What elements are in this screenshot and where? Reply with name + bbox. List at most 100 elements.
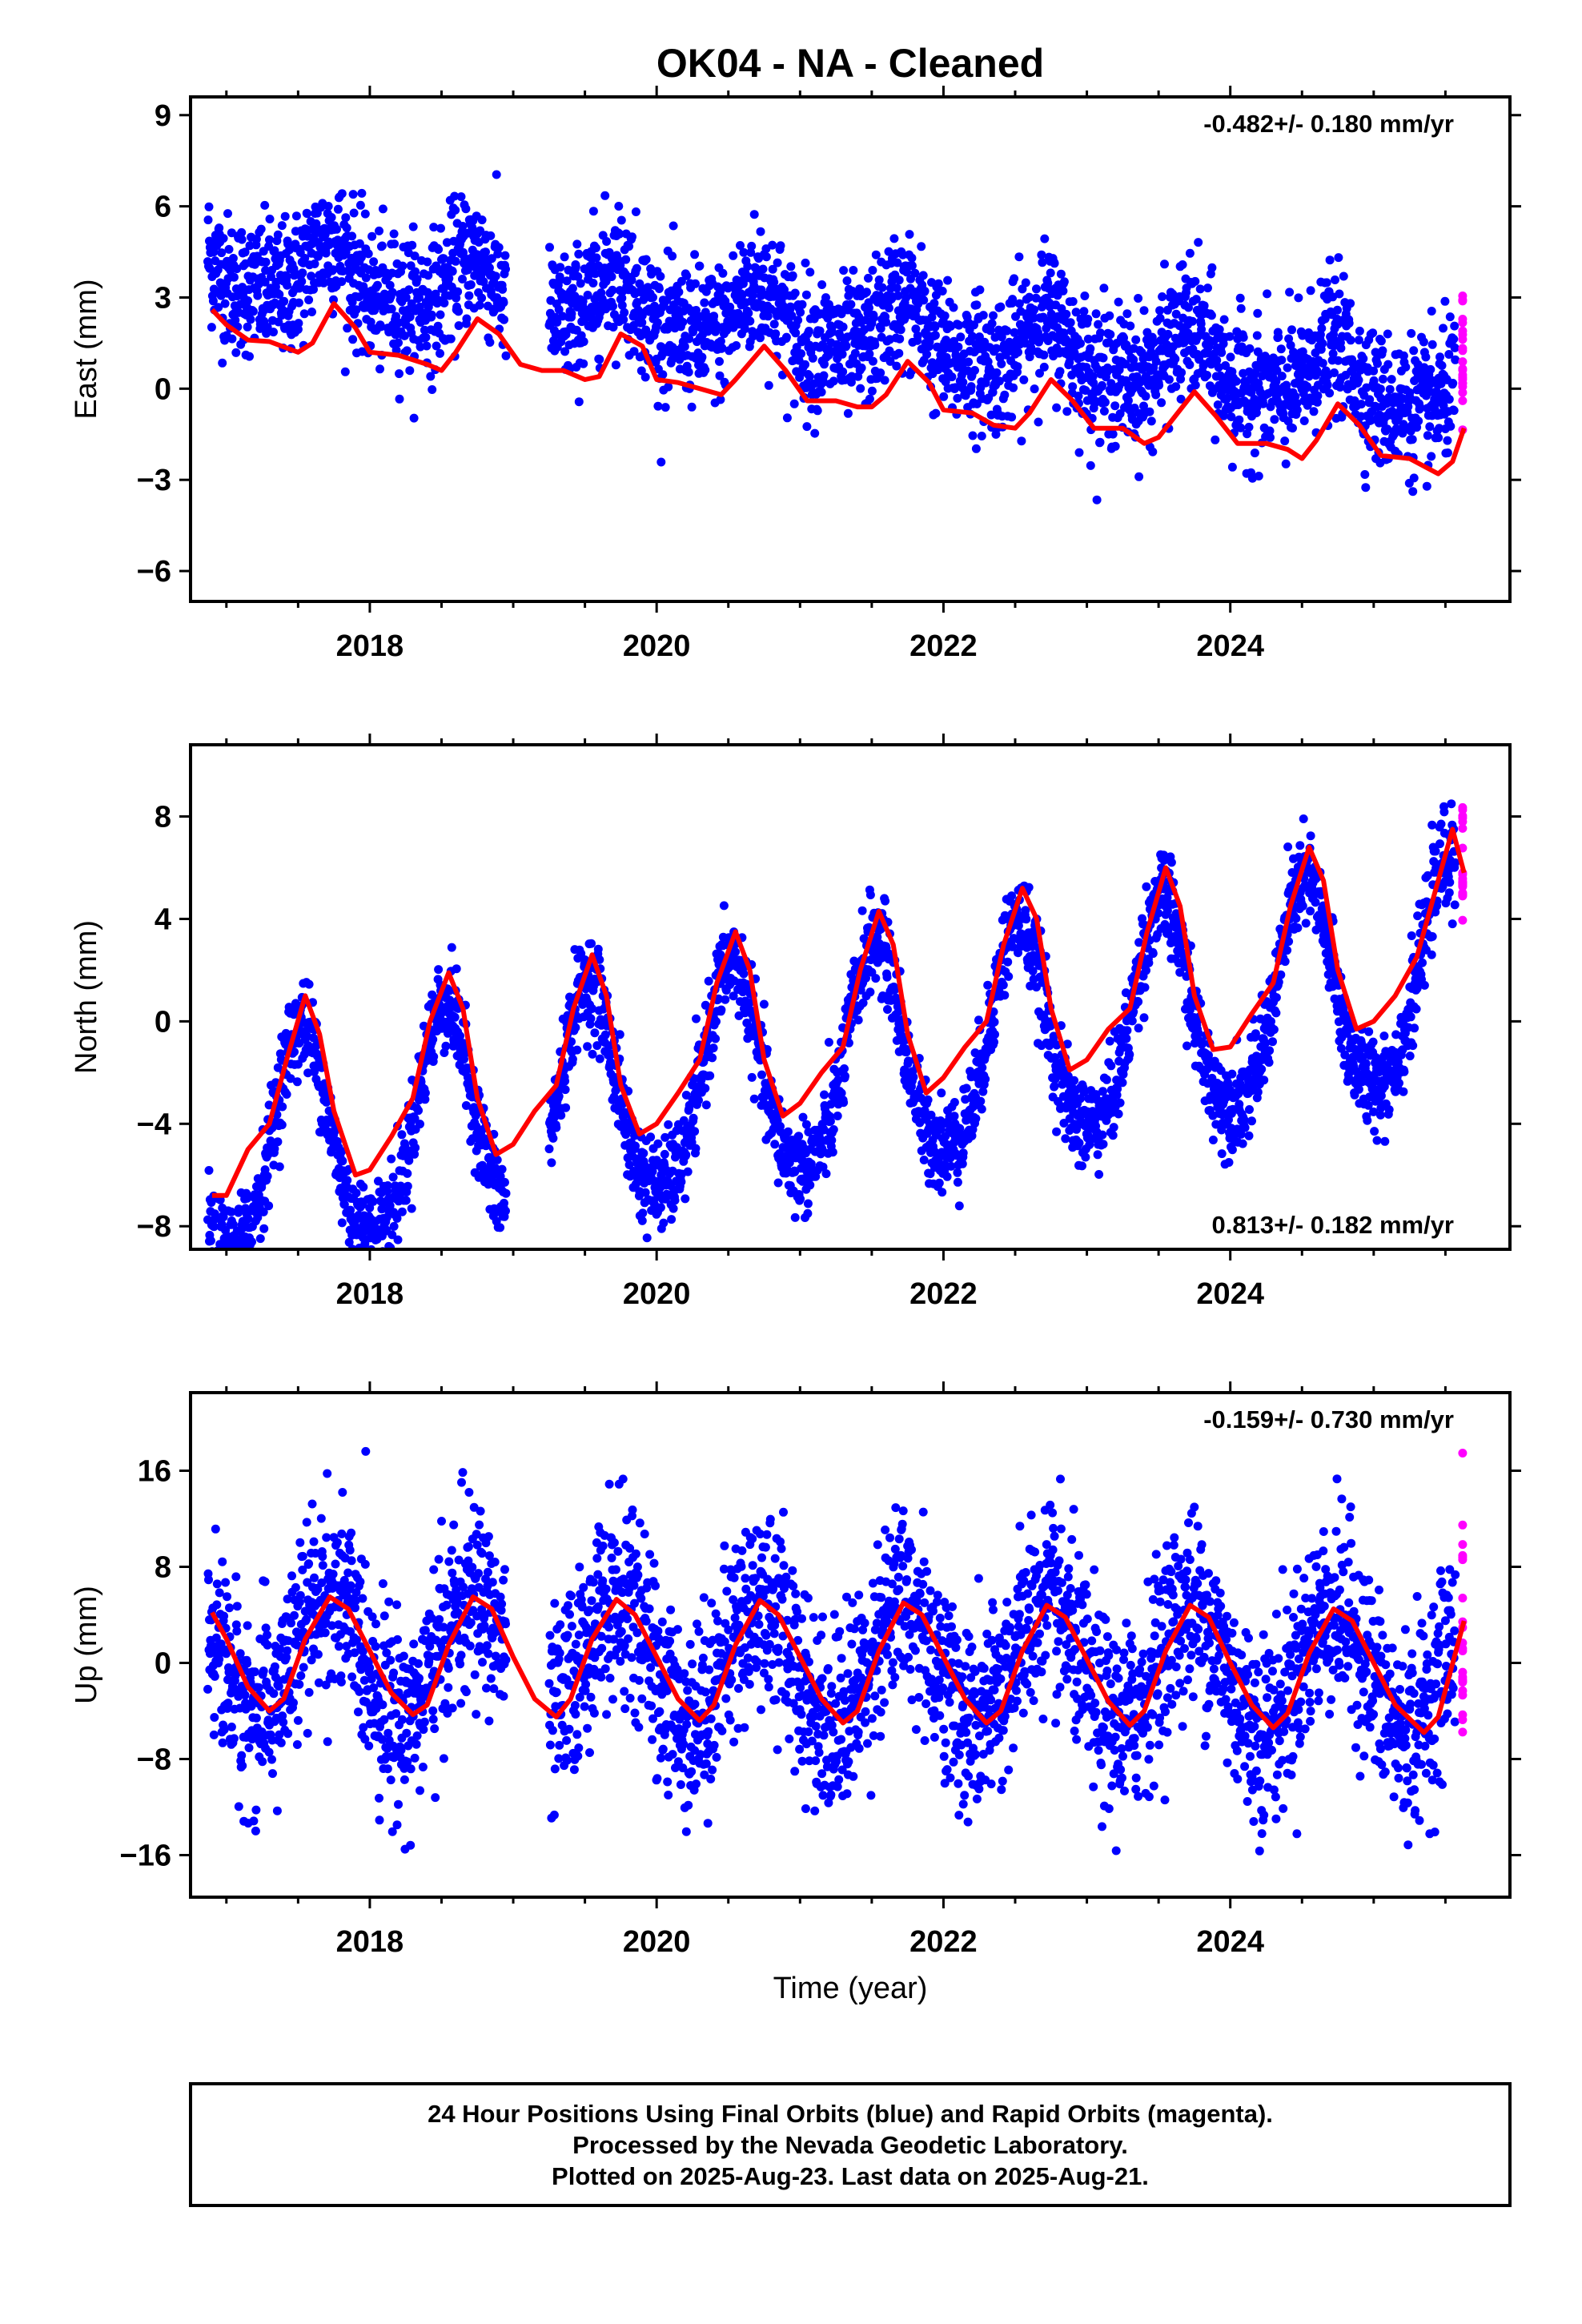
east-final-point: [1163, 329, 1173, 339]
east-final-point: [578, 296, 588, 306]
east-final-point: [1355, 326, 1364, 336]
east-final-point: [737, 291, 747, 300]
east-final-point: [1365, 395, 1375, 404]
east-final-point: [907, 253, 917, 263]
east-final-point: [669, 221, 678, 231]
east-final-point: [1409, 346, 1419, 356]
north-final-point: [853, 1015, 863, 1025]
north-final-point: [247, 1237, 256, 1247]
east-final-point: [1440, 296, 1450, 306]
east-final-point: [1176, 374, 1186, 384]
east-final-point: [786, 262, 796, 271]
east-final-point: [650, 301, 659, 311]
east-final-point: [1231, 376, 1241, 386]
east-final-point: [1194, 238, 1203, 247]
east-final-point: [1294, 293, 1303, 303]
east-final-point: [583, 291, 592, 300]
north-final-point: [552, 1123, 561, 1132]
east-final-point: [405, 366, 415, 376]
north-final-point: [901, 1047, 911, 1057]
east-final-point: [781, 332, 791, 342]
north-final-point: [958, 1148, 968, 1158]
north-final-point: [701, 1000, 710, 1010]
east-final-point: [1017, 436, 1026, 446]
east-final-point: [595, 355, 604, 364]
north-final-point: [388, 1172, 398, 1182]
east-final-point: [827, 328, 837, 337]
east-final-point: [930, 299, 939, 308]
east-final-point: [360, 209, 370, 219]
north-final-point: [759, 999, 769, 1009]
east-final-point: [1207, 311, 1216, 320]
east-final-point: [1148, 447, 1158, 456]
east-final-point: [864, 273, 873, 283]
north-final-point: [343, 1176, 352, 1185]
north-final-point: [824, 1038, 833, 1047]
east-final-point: [817, 388, 826, 397]
east-final-point: [898, 250, 908, 259]
east-final-point: [1151, 356, 1161, 366]
north-final-point: [358, 1261, 367, 1270]
north-final-point: [642, 1233, 652, 1243]
east-final-point: [1292, 405, 1302, 415]
east-final-point: [776, 241, 785, 251]
east-final-point: [349, 208, 359, 218]
east-final-point: [668, 251, 677, 261]
east-final-point: [756, 227, 765, 236]
east-final-point: [616, 215, 626, 225]
east-final-point: [791, 328, 801, 338]
east-final-point: [789, 399, 799, 408]
east-final-point: [829, 376, 838, 386]
east-final-point: [1335, 289, 1344, 299]
east-final-point: [450, 191, 460, 201]
east-final-point: [1236, 423, 1246, 432]
east-final-point: [1197, 324, 1207, 334]
north-final-point: [865, 891, 875, 899]
east-final-point: [355, 200, 365, 210]
north-final-point: [411, 1143, 420, 1152]
east-final-point: [415, 293, 424, 303]
east-final-point: [865, 394, 874, 404]
north-final-point: [428, 1035, 438, 1044]
east-final-point: [1068, 382, 1078, 392]
north-final-point: [829, 1125, 838, 1134]
east-final-point: [456, 192, 466, 202]
east-final-point: [808, 353, 817, 363]
north-final-point: [946, 1161, 956, 1171]
east-final-point: [401, 293, 411, 302]
east-final-point: [1185, 360, 1195, 369]
east-final-point: [1122, 309, 1132, 319]
east-final-point: [1177, 368, 1186, 377]
east-final-point: [1407, 435, 1417, 444]
east-final-point: [1214, 363, 1223, 372]
east-final-point: [412, 275, 422, 283]
east-final-point: [377, 241, 387, 251]
north-final-point: [827, 1136, 837, 1145]
east-final-point: [475, 300, 484, 310]
east-final-point: [434, 245, 444, 254]
east-final-point: [1062, 309, 1071, 319]
north-final-point: [208, 1252, 217, 1261]
north-final-point: [359, 1182, 368, 1192]
east-final-point: [385, 280, 395, 290]
east-final-point: [1099, 283, 1109, 293]
east-final-point: [1226, 352, 1235, 362]
east-final-point: [954, 320, 964, 330]
east-rapid-point: [1458, 379, 1468, 388]
east-final-point: [274, 317, 283, 327]
north-final-point: [652, 1156, 661, 1165]
east-final-point: [797, 349, 806, 359]
east-final-point: [477, 215, 487, 225]
east-final-point: [1114, 297, 1123, 307]
north-final-point: [501, 1206, 510, 1216]
north-final-point: [858, 998, 868, 1007]
north-final-point: [586, 1014, 596, 1023]
east-final-point: [715, 356, 724, 366]
east-final-point: [975, 285, 985, 295]
north-final-point: [243, 1193, 252, 1203]
east-final-point: [1434, 433, 1443, 443]
east-final-point: [600, 191, 610, 200]
north-final-point: [729, 991, 738, 1001]
north-final-point: [833, 1112, 842, 1120]
north-final-point: [796, 1194, 805, 1204]
